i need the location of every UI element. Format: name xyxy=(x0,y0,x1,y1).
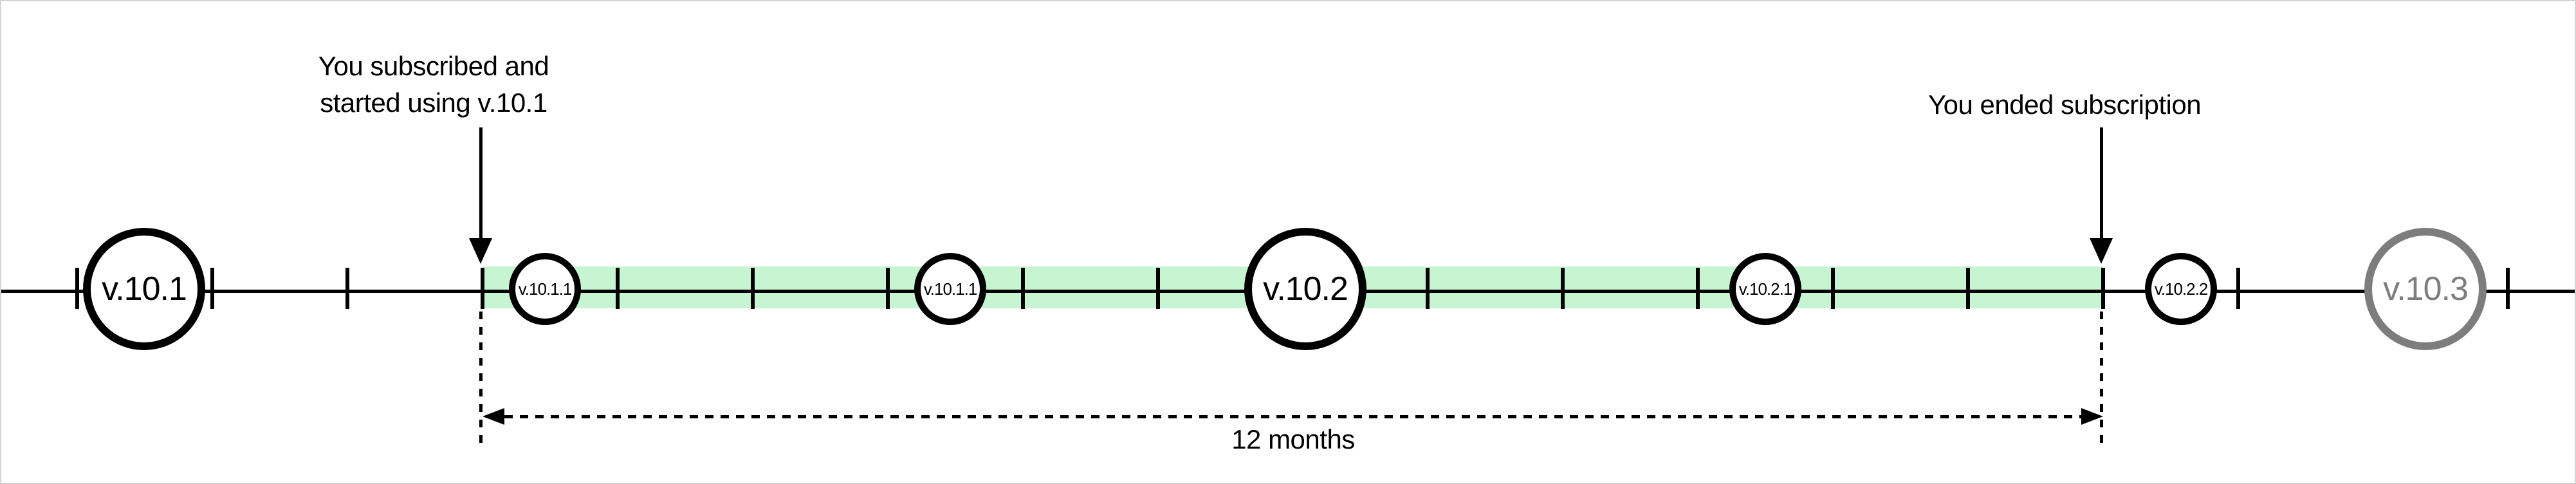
version-node-v10-1-1: v.10.1.1 xyxy=(509,253,581,325)
subscribed-arrow-line xyxy=(479,127,483,239)
left-arrow-icon xyxy=(483,408,504,425)
version-label: v.10.2.2 xyxy=(2154,279,2209,299)
down-arrow-icon xyxy=(469,238,492,264)
timeline-tick xyxy=(1156,268,1160,309)
version-label: v.10.2 xyxy=(1263,270,1348,308)
timeline-tick xyxy=(751,268,755,309)
version-node-v10-1: v.10.1 xyxy=(83,228,205,350)
version-node-v10-2-2: v.10.2.2 xyxy=(2145,253,2217,325)
version-label: v.10.2.1 xyxy=(1738,279,1793,299)
timeline-tick-subscription-end xyxy=(2101,268,2105,309)
timeline-tick-subscription-start xyxy=(481,268,484,309)
subscribed-annotation-line2: started using v.10.1 xyxy=(320,88,547,118)
version-node-v10-2-1: v.10.2.1 xyxy=(1729,253,1801,325)
timeline-tick xyxy=(2506,268,2510,309)
version-node-v10-3-future: v.10.3 xyxy=(2364,228,2487,350)
timeline-tick xyxy=(1966,268,1970,309)
period-start-dotted-guide xyxy=(479,312,483,451)
timeline-tick xyxy=(1561,268,1565,309)
timeline-tick xyxy=(2236,268,2240,309)
version-node-v10-1-1b: v.10.1.1 xyxy=(914,253,986,325)
version-label: v.10.3 xyxy=(2383,270,2469,308)
timeline-tick xyxy=(1831,268,1835,309)
duration-label: 12 months xyxy=(1231,424,1355,454)
timeline-tick xyxy=(75,268,79,309)
timeline-tick xyxy=(1426,268,1430,309)
version-label: v.10.1.1 xyxy=(518,279,573,299)
duration-dashed-line xyxy=(504,415,2081,418)
version-label: v.10.1.1 xyxy=(923,279,978,299)
subscribed-annotation: You subscribed and started using v.10.1 xyxy=(241,48,627,121)
right-arrow-icon xyxy=(2081,408,2103,425)
timeline-tick xyxy=(886,268,890,309)
subscribed-annotation-line1: You subscribed and xyxy=(318,51,549,81)
timeline-tick xyxy=(616,268,620,309)
version-node-v10-2: v.10.2 xyxy=(1244,228,1366,350)
timeline-tick xyxy=(210,268,214,309)
ended-annotation: You ended subscription xyxy=(1872,86,2258,123)
version-label: v.10.1 xyxy=(102,270,187,308)
ended-arrow-line xyxy=(2100,127,2103,239)
ended-annotation-text: You ended subscription xyxy=(1927,89,2202,120)
period-end-dotted-guide xyxy=(2100,312,2103,451)
timeline-tick xyxy=(1021,268,1025,309)
timeline-tick xyxy=(345,268,349,309)
timeline-tick xyxy=(1696,268,1700,309)
down-arrow-icon xyxy=(2090,238,2113,264)
